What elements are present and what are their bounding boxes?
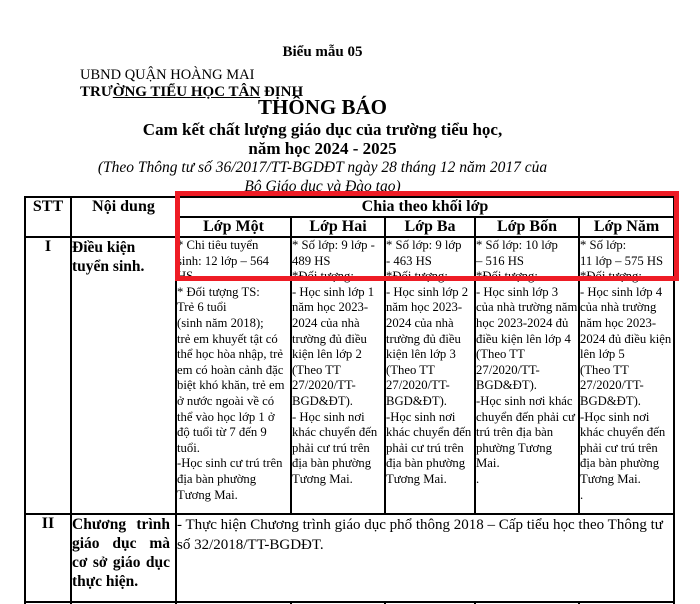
organization-block: UBND QUẬN HOÀNG MAI TRƯỜNG TIỂU HỌC TÂN … <box>80 67 303 101</box>
grade-cell-5: * Số lớp: 11 lớp – 575 HS *Đối tượng: - … <box>578 236 675 515</box>
legal-reference-line-2: Bộ Giáo dục và Đào tạo) <box>244 178 401 195</box>
curriculum-cell: - Thực hiện Chương trình giáo dục phổ th… <box>175 513 675 603</box>
document-subtitle-1: Cam kết chất lượng giáo dục của trường t… <box>142 120 503 139</box>
school-name-underlined: ỜNG TIỂU HỌC TÂN <box>112 84 261 100</box>
cell-body: - Học sinh lớp 1 năm học 2023-2024 của n… <box>292 284 378 486</box>
form-number-label: Biểu mẫu 05 <box>282 44 363 60</box>
cell-body: - Học sinh lớp 3 của nhà trường năm học … <box>476 284 578 486</box>
title-block: THÔNG BÁO Cam kết chất lượng giáo dục củ… <box>0 95 645 196</box>
commitment-table: STT Nội dung Chia theo khối lớp Lớp Một … <box>24 196 675 604</box>
document-subtitle-2: năm học 2024 - 2025 <box>248 139 397 158</box>
table-row-admission: I Điều kiện tuyển sinh. * Chi tiêu tuyển… <box>24 236 675 515</box>
header-stt: STT <box>24 196 72 238</box>
header-grade-5: Lớp Năm <box>578 216 675 238</box>
legal-reference-line-1: (Theo Thông tư số 36/2017/TT-BGDĐT ngày … <box>97 159 548 176</box>
stub-cell <box>578 601 675 604</box>
cell-intro: * Số lớp: 9 lớp - 463 HS *Đối tượng: <box>386 238 462 284</box>
grade-cell-2: * Số lớp: 9 lớp - 489 HS *Đối tượng: - H… <box>290 236 386 515</box>
school-name-prefix: TRƯ <box>80 84 113 100</box>
row-topic: Điều kiện tuyển sinh. <box>70 236 177 515</box>
cell-body: - Học sinh lớp 4 của nhà trường năm học … <box>580 284 672 502</box>
stub-cell <box>384 601 476 604</box>
header-group: Chia theo khối lớp <box>175 196 675 218</box>
org-parent-name: UBND QUẬN HOÀNG MAI <box>80 67 255 83</box>
cell-body: * Đối tượng TS: Trẻ 6 tuổi (sinh năm 201… <box>177 284 285 502</box>
row-topic: Chương trình giáo dục mà cơ sở giáo dục … <box>70 513 177 603</box>
header-grade-3: Lớp Ba <box>384 216 476 238</box>
stub-cell <box>474 601 580 604</box>
grade-cell-3: * Số lớp: 9 lớp - 463 HS *Đối tượng: - H… <box>384 236 476 515</box>
table-row-curriculum: II Chương trình giáo dục mà cơ sở giáo d… <box>24 513 675 603</box>
header-noidung: Nội dung <box>70 196 177 238</box>
table-row-cutoff <box>24 601 675 604</box>
stub-cell <box>70 601 177 604</box>
school-name-suffix: ĐỊNH <box>260 84 304 100</box>
table-header-row-group: STT Nội dung Chia theo khối lớp <box>24 196 675 238</box>
cell-body: - Học sinh lớp 2 năm học 2023-2024 của n… <box>386 284 472 486</box>
grade-cell-4: * Số lớp: 10 lớp – 516 HS *Đối tượng: - … <box>474 236 580 515</box>
stub-cell <box>24 601 72 604</box>
stub-cell <box>175 601 292 604</box>
row-number: I <box>24 236 72 515</box>
cell-intro: * Số lớp: 11 lớp – 575 HS *Đối tượng: <box>580 238 664 284</box>
stub-cell <box>290 601 386 604</box>
header-grade-1: Lớp Một <box>175 216 292 238</box>
cell-intro: * Chi tiêu tuyển sinh: 12 lớp – 564 HS <box>177 238 270 284</box>
cell-intro: * Số lớp: 10 lớp – 516 HS *Đối tượng: <box>476 238 558 284</box>
header-grade-2: Lớp Hai <box>290 216 386 238</box>
cell-intro: * Số lớp: 9 lớp - 489 HS *Đối tượng: <box>292 238 375 284</box>
grade-cell-1: * Chi tiêu tuyển sinh: 12 lớp – 564 HS *… <box>175 236 292 515</box>
header-grade-4: Lớp Bốn <box>474 216 580 238</box>
school-name: TRƯỜNG TIỂU HỌC TÂN ĐỊNH <box>80 84 303 101</box>
row-number: II <box>24 513 72 603</box>
table-header-row-grades: Lớp Một Lớp Hai Lớp Ba Lớp Bốn Lớp Năm <box>25 216 675 238</box>
document-title: THÔNG BÁO <box>258 95 387 119</box>
